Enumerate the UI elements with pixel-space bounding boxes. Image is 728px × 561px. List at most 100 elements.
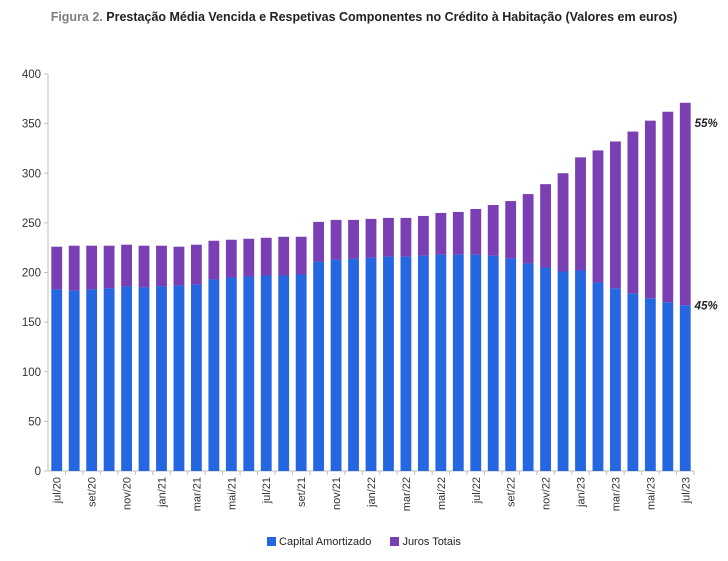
bar-capital-amortizado xyxy=(417,255,429,471)
bar-juros-totais xyxy=(190,244,202,285)
bar-capital-amortizado xyxy=(313,261,325,471)
bar-capital-amortizado xyxy=(51,289,63,471)
bar-capital-amortizado xyxy=(540,267,552,471)
bar-juros-totais xyxy=(295,236,307,275)
bar-juros-totais xyxy=(627,131,639,294)
bar-capital-amortizado xyxy=(348,258,359,471)
y-tick-label: 100 xyxy=(22,367,41,379)
bar-capital-amortizado xyxy=(190,284,202,471)
bar-juros-totais xyxy=(452,211,464,255)
bar-capital-amortizado xyxy=(365,257,377,471)
bar-juros-totais xyxy=(522,194,534,264)
x-tick-label: jan/22 xyxy=(366,477,378,508)
bar-capital-amortizado xyxy=(330,259,342,471)
bar-capital-amortizado xyxy=(435,254,447,471)
bar-juros-totais xyxy=(540,184,552,268)
bar-capital-amortizado xyxy=(208,279,220,471)
bar-capital-amortizado xyxy=(557,271,569,471)
bar-juros-totais xyxy=(86,245,98,290)
bar-capital-amortizado xyxy=(592,282,604,471)
y-tick-label: 250 xyxy=(22,218,41,230)
x-tick-label: set/21 xyxy=(296,477,308,507)
bar-juros-totais xyxy=(400,217,412,257)
x-tick-label: jul/20 xyxy=(52,477,64,504)
legend-label-capital: Capital Amortizado xyxy=(279,536,372,548)
y-tick-label: 0 xyxy=(35,466,41,478)
bar-capital-amortizado xyxy=(662,302,674,471)
bar-juros-totais xyxy=(417,215,429,256)
x-tick-label: mar/21 xyxy=(191,477,203,511)
bar-juros-totais xyxy=(51,246,63,290)
chart-title: Figura 2. Prestação Média Vencida e Resp… xyxy=(0,10,728,24)
bar-juros-totais xyxy=(644,120,656,299)
x-tick-label: jul/22 xyxy=(471,477,483,504)
bar-capital-amortizado xyxy=(173,285,185,471)
bar-capital-amortizado xyxy=(522,263,534,471)
bar-juros-totais xyxy=(173,246,185,286)
y-tick-label: 400 xyxy=(22,69,41,81)
x-tick-label: set/22 xyxy=(506,477,518,507)
bar-juros-totais xyxy=(557,173,569,272)
figure-label: Figura 2. xyxy=(50,10,103,24)
legend-swatch-capital xyxy=(267,537,277,546)
bar-capital-amortizado xyxy=(470,254,482,471)
bar-juros-totais xyxy=(103,245,115,289)
x-tick-label: jul/21 xyxy=(261,477,273,504)
bar-juros-totais xyxy=(260,237,272,276)
x-tick-label: mai/22 xyxy=(436,477,448,510)
bar-juros-totais xyxy=(68,245,80,291)
bar-juros-totais xyxy=(348,219,359,259)
x-tick-label: mar/23 xyxy=(610,477,622,511)
bar-juros-totais xyxy=(575,157,586,271)
bar-juros-totais xyxy=(383,217,394,257)
bar-juros-totais xyxy=(610,141,621,289)
legend-swatch-juros xyxy=(390,537,400,546)
x-tick-label: jul/23 xyxy=(680,477,692,504)
figure-title: Prestação Média Vencida e Respetivas Com… xyxy=(106,10,678,24)
legend-item-juros: Juros Totais xyxy=(390,536,461,548)
bar-capital-amortizado xyxy=(575,270,586,471)
y-tick-label: 150 xyxy=(22,317,41,329)
y-tick-label: 300 xyxy=(22,168,41,180)
bar-juros-totais xyxy=(156,245,167,287)
bar-juros-totais xyxy=(313,221,325,262)
bar-capital-amortizado xyxy=(138,287,150,471)
bar-capital-amortizado xyxy=(225,277,237,471)
x-tick-label: mai/21 xyxy=(226,477,238,510)
bar-capital-amortizado xyxy=(644,298,656,471)
bar-capital-amortizado xyxy=(295,274,307,471)
bar-juros-totais xyxy=(435,212,447,255)
bar-capital-amortizado xyxy=(278,275,290,471)
bar-juros-totais xyxy=(365,218,377,258)
bar-capital-amortizado xyxy=(400,256,412,471)
x-tick-label: jan/21 xyxy=(156,477,168,508)
bar-juros-totais xyxy=(487,205,499,256)
legend-item-capital: Capital Amortizado xyxy=(267,536,371,548)
bar-capital-amortizado xyxy=(86,289,98,471)
x-tick-label: nov/21 xyxy=(331,477,343,510)
bar-capital-amortizado xyxy=(383,256,394,471)
bar-juros-totais xyxy=(470,208,482,255)
x-tick-label: jan/23 xyxy=(576,477,588,508)
bar-capital-amortizado xyxy=(487,255,499,471)
bar-juros-totais xyxy=(592,150,604,283)
bar-capital-amortizado xyxy=(121,286,132,471)
bar-capital-amortizado xyxy=(103,288,115,471)
bar-capital-amortizado xyxy=(156,286,167,471)
y-tick-label: 50 xyxy=(28,416,41,428)
y-tick-label: 200 xyxy=(22,268,41,280)
bar-juros-totais xyxy=(138,245,150,288)
bar-capital-amortizado xyxy=(679,305,691,471)
bar-capital-amortizado xyxy=(452,254,464,471)
bar-capital-amortizado xyxy=(243,276,255,471)
legend-label-juros: Juros Totais xyxy=(402,536,461,548)
bar-capital-amortizado xyxy=(610,288,621,471)
bar-capital-amortizado xyxy=(260,275,272,471)
bar-juros-totais xyxy=(121,244,132,287)
x-tick-label: mai/23 xyxy=(645,477,657,510)
bar-juros-totais xyxy=(278,236,290,276)
annotation-45pct: 45% xyxy=(694,300,718,312)
bar-juros-totais xyxy=(679,102,691,306)
bar-juros-totais xyxy=(225,239,237,278)
